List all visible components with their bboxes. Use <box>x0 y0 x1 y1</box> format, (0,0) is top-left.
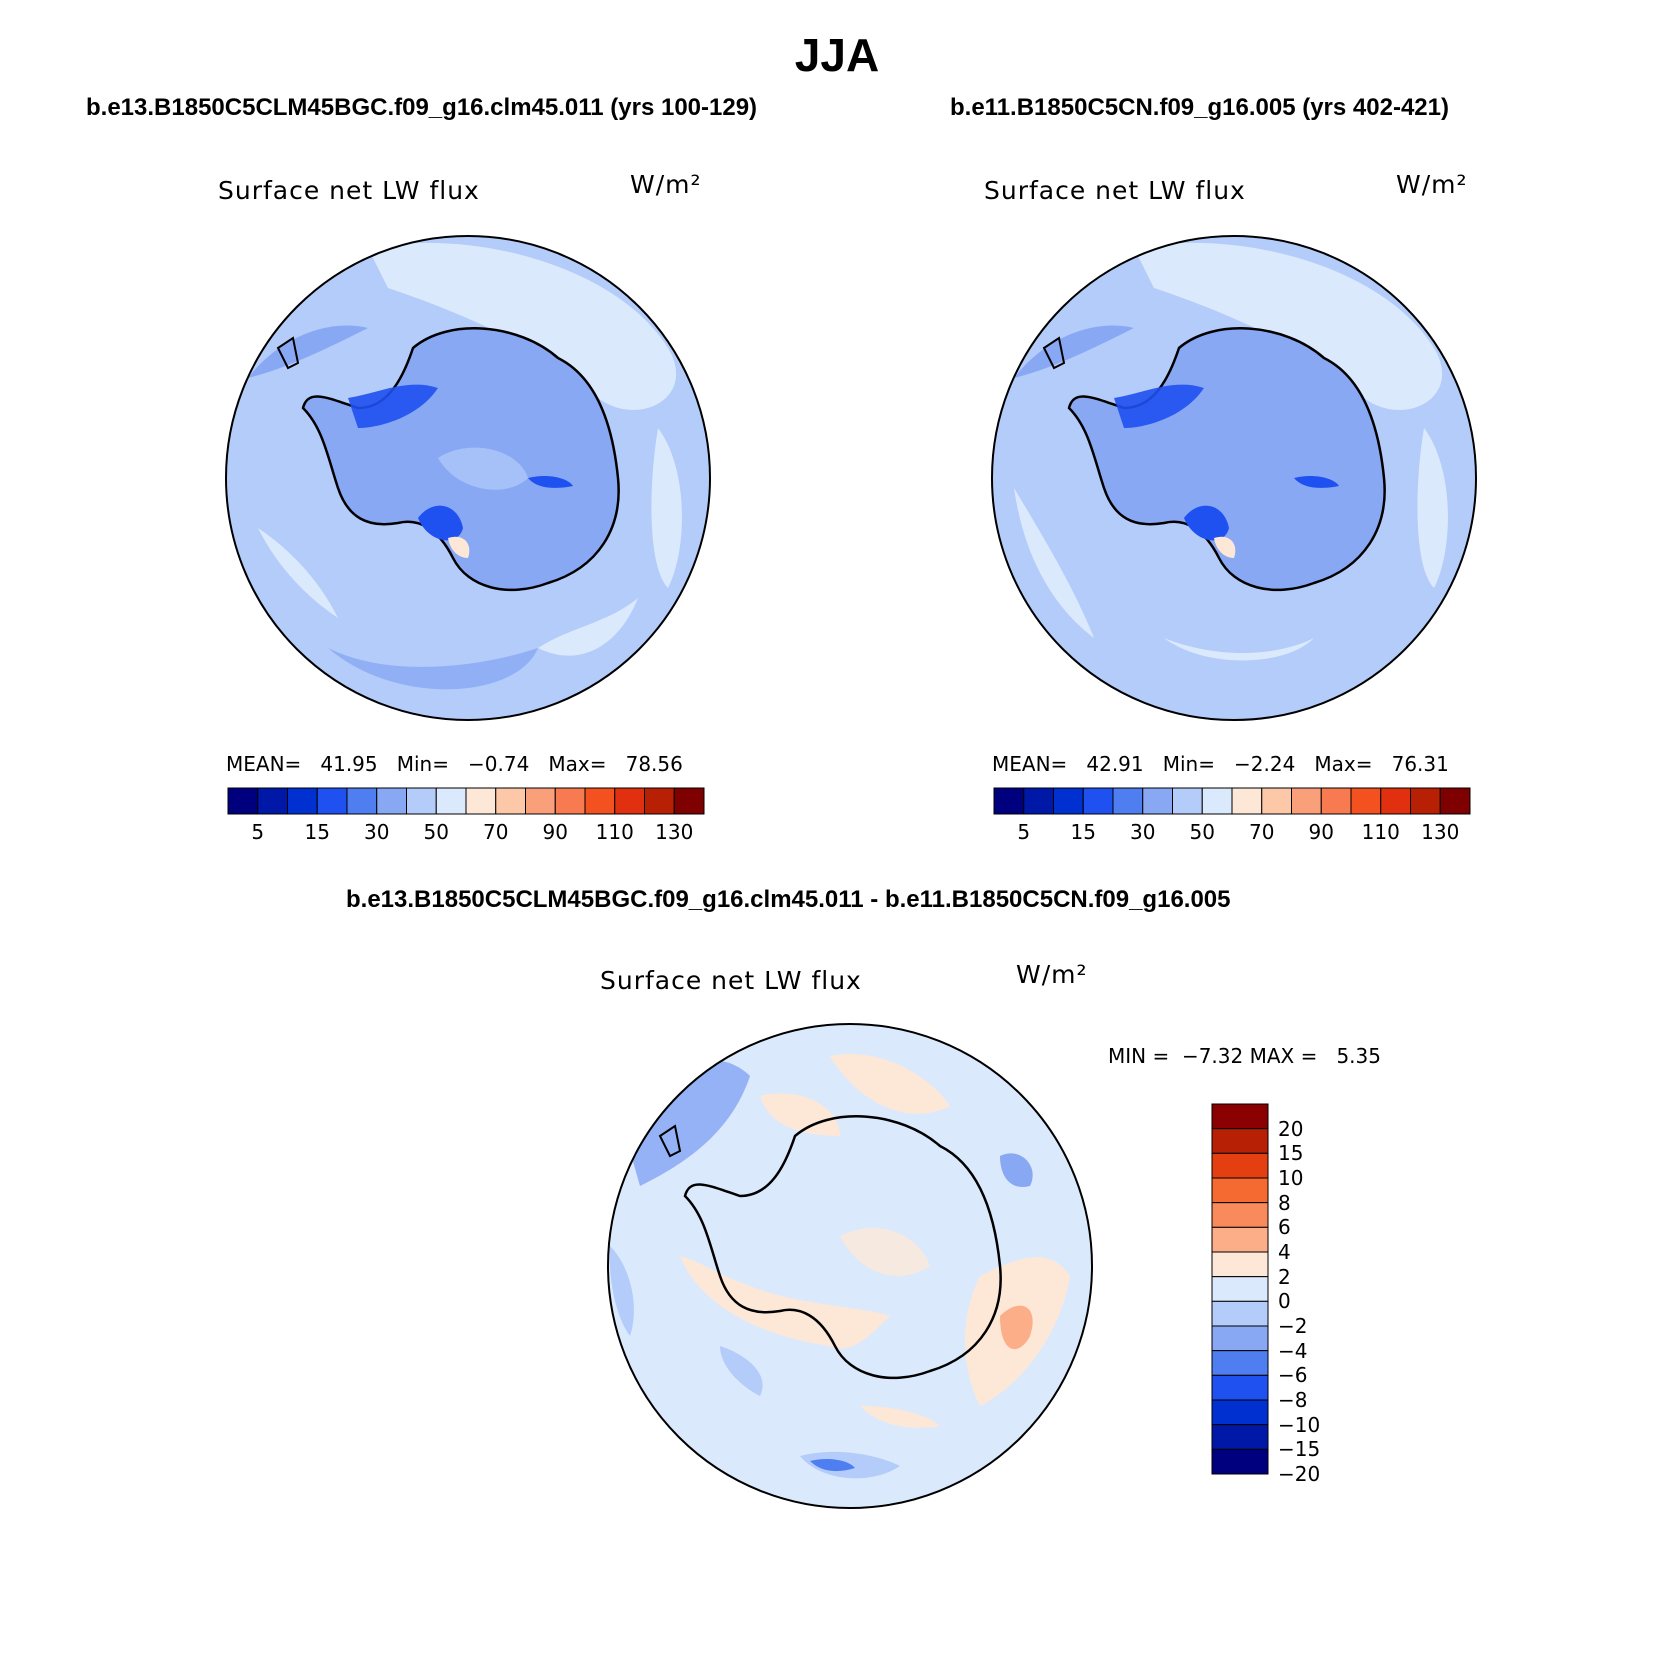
colorbar-swatch <box>1380 787 1411 815</box>
colorbar-swatch <box>1172 787 1203 815</box>
diff-units-label: W/m² <box>1016 960 1088 989</box>
colorbar-swatch <box>554 787 586 815</box>
diff-colorbar-swatch <box>1211 1374 1269 1401</box>
colorbar-tick-label: 70 <box>483 820 509 844</box>
diff-colorbar-tick-label: 10 <box>1278 1166 1304 1190</box>
colorbar-tick-label: 70 <box>1249 820 1275 844</box>
stats-2: MEAN= 42.91 Min= −2.24 Max= 76.31 <box>992 752 1449 776</box>
colorbar-swatch <box>346 787 378 815</box>
diff-colorbar-swatch <box>1211 1424 1269 1450</box>
colorbar-tick-label: 110 <box>595 820 634 844</box>
diff-colorbar-swatch <box>1211 1152 1269 1179</box>
colorbar-swatch <box>465 787 497 815</box>
colorbar-swatch <box>316 787 348 815</box>
diff-colorbar-swatch <box>1211 1300 1269 1327</box>
units-label-1: W/m² <box>630 170 702 199</box>
diff-colorbar-tick-label: −15 <box>1278 1437 1321 1462</box>
colorbar-tick-label: 15 <box>1070 820 1096 844</box>
colorbar-tick-label: 130 <box>655 820 694 844</box>
diff-colorbar-swatch <box>1211 1448 1269 1475</box>
stats-1: MEAN= 41.95 Min= −0.74 Max= 78.56 <box>226 752 683 776</box>
colorbar-tick-label: 50 <box>423 820 449 844</box>
colorbar-swatch <box>1023 787 1054 815</box>
colorbar-swatch <box>1320 787 1352 815</box>
colorbar-swatch <box>1350 787 1382 815</box>
colorbar-swatch <box>435 787 467 815</box>
diff-colorbar-tick-label: −8 <box>1278 1388 1308 1412</box>
colorbar-swatch <box>257 787 288 815</box>
colorbar-tick-label: 15 <box>304 820 330 844</box>
diff-colorbar-tick-label: −2 <box>1278 1314 1308 1338</box>
colorbar-1 <box>227 787 705 815</box>
colorbar-tick-label: 130 <box>1421 820 1460 844</box>
diff-colorbar-tick-label: 15 <box>1278 1141 1304 1166</box>
diff-colorbar-tick-label: 2 <box>1278 1264 1291 1289</box>
colorbar-tick-label: 5 <box>251 820 265 844</box>
colorbar-swatch <box>376 787 407 815</box>
colorbar-tick-label: 5 <box>1017 820 1031 844</box>
colorbar-tick-label: 90 <box>1308 820 1334 844</box>
diff-colorbar-tick-label: 4 <box>1278 1240 1291 1264</box>
colorbar-2 <box>993 787 1471 815</box>
colorbar-swatch <box>495 787 526 815</box>
case-title-2: b.e11.B1850C5CN.f09_g16.005 (yrs 402-421… <box>950 94 1449 121</box>
diff-colorbar <box>1211 1103 1269 1475</box>
colorbar-swatch <box>1082 787 1114 815</box>
colorbar-swatch <box>993 787 1025 815</box>
colorbar-tick-label: 30 <box>1130 820 1156 844</box>
colorbar-swatch <box>1291 787 1322 815</box>
diff-colorbar-tick-label: 0 <box>1278 1289 1291 1314</box>
colorbar-tick-label: 30 <box>364 820 390 844</box>
diff-colorbar-tick-label: 20 <box>1278 1116 1304 1141</box>
diff-colorbar-swatch <box>1211 1251 1269 1278</box>
colorbar-swatch <box>525 787 556 815</box>
diff-stats: MIN = −7.32 MAX = 5.35 <box>1108 1044 1381 1068</box>
colorbar-swatch <box>644 787 675 815</box>
colorbar-swatch <box>227 787 259 815</box>
diff-colorbar-tick-label: −10 <box>1278 1412 1321 1437</box>
diff-colorbar-swatch <box>1211 1103 1269 1130</box>
diff-colorbar-swatch <box>1211 1325 1269 1352</box>
diff-colorbar-swatch <box>1211 1128 1269 1154</box>
colorbar-swatch <box>1231 787 1263 815</box>
panel-label-1: Surface net LW flux <box>218 176 480 205</box>
colorbar-swatch <box>584 787 616 815</box>
diff-panel-label: Surface net LW flux <box>600 966 862 995</box>
colorbar-swatch <box>1053 787 1084 815</box>
colorbar-swatch <box>287 787 318 815</box>
colorbar-swatch <box>1439 787 1471 815</box>
colorbar-tick-label: 90 <box>542 820 568 844</box>
map-panel-2 <box>991 235 1477 721</box>
map-panel-1 <box>225 235 711 721</box>
diff-colorbar-tick-label: −20 <box>1278 1462 1321 1486</box>
panel-label-2: Surface net LW flux <box>984 176 1246 205</box>
units-label-2: W/m² <box>1396 170 1468 199</box>
colorbar-swatch <box>1410 787 1441 815</box>
colorbar-swatch <box>673 787 705 815</box>
diff-case-title: b.e13.B1850C5CLM45BGC.f09_g16.clm45.011 … <box>346 886 1231 913</box>
colorbar-swatch <box>1112 787 1144 815</box>
diff-colorbar-tick-label: −6 <box>1278 1363 1308 1388</box>
main-title: JJA <box>794 29 880 81</box>
diff-map-panel <box>607 1023 1093 1509</box>
diff-colorbar-swatch <box>1211 1202 1269 1228</box>
diff-colorbar-tick-label: −4 <box>1278 1338 1308 1363</box>
colorbar-swatch <box>1261 787 1292 815</box>
diff-colorbar-tick-label: 8 <box>1278 1190 1291 1215</box>
diff-colorbar-swatch <box>1211 1177 1269 1204</box>
colorbar-swatch <box>1142 787 1173 815</box>
colorbar-tick-label: 110 <box>1361 820 1400 844</box>
diff-colorbar-swatch <box>1211 1350 1269 1376</box>
colorbar-swatch <box>1201 787 1233 815</box>
diff-colorbar-swatch <box>1211 1276 1269 1302</box>
colorbar-swatch <box>406 787 437 815</box>
diff-colorbar-swatch <box>1211 1226 1269 1253</box>
diff-colorbar-swatch <box>1211 1399 1269 1426</box>
diff-colorbar-tick-label: 6 <box>1278 1215 1291 1240</box>
case-title-1: b.e13.B1850C5CLM45BGC.f09_g16.clm45.011 … <box>86 94 758 121</box>
colorbar-swatch <box>614 787 645 815</box>
colorbar-tick-label: 50 <box>1189 820 1215 844</box>
